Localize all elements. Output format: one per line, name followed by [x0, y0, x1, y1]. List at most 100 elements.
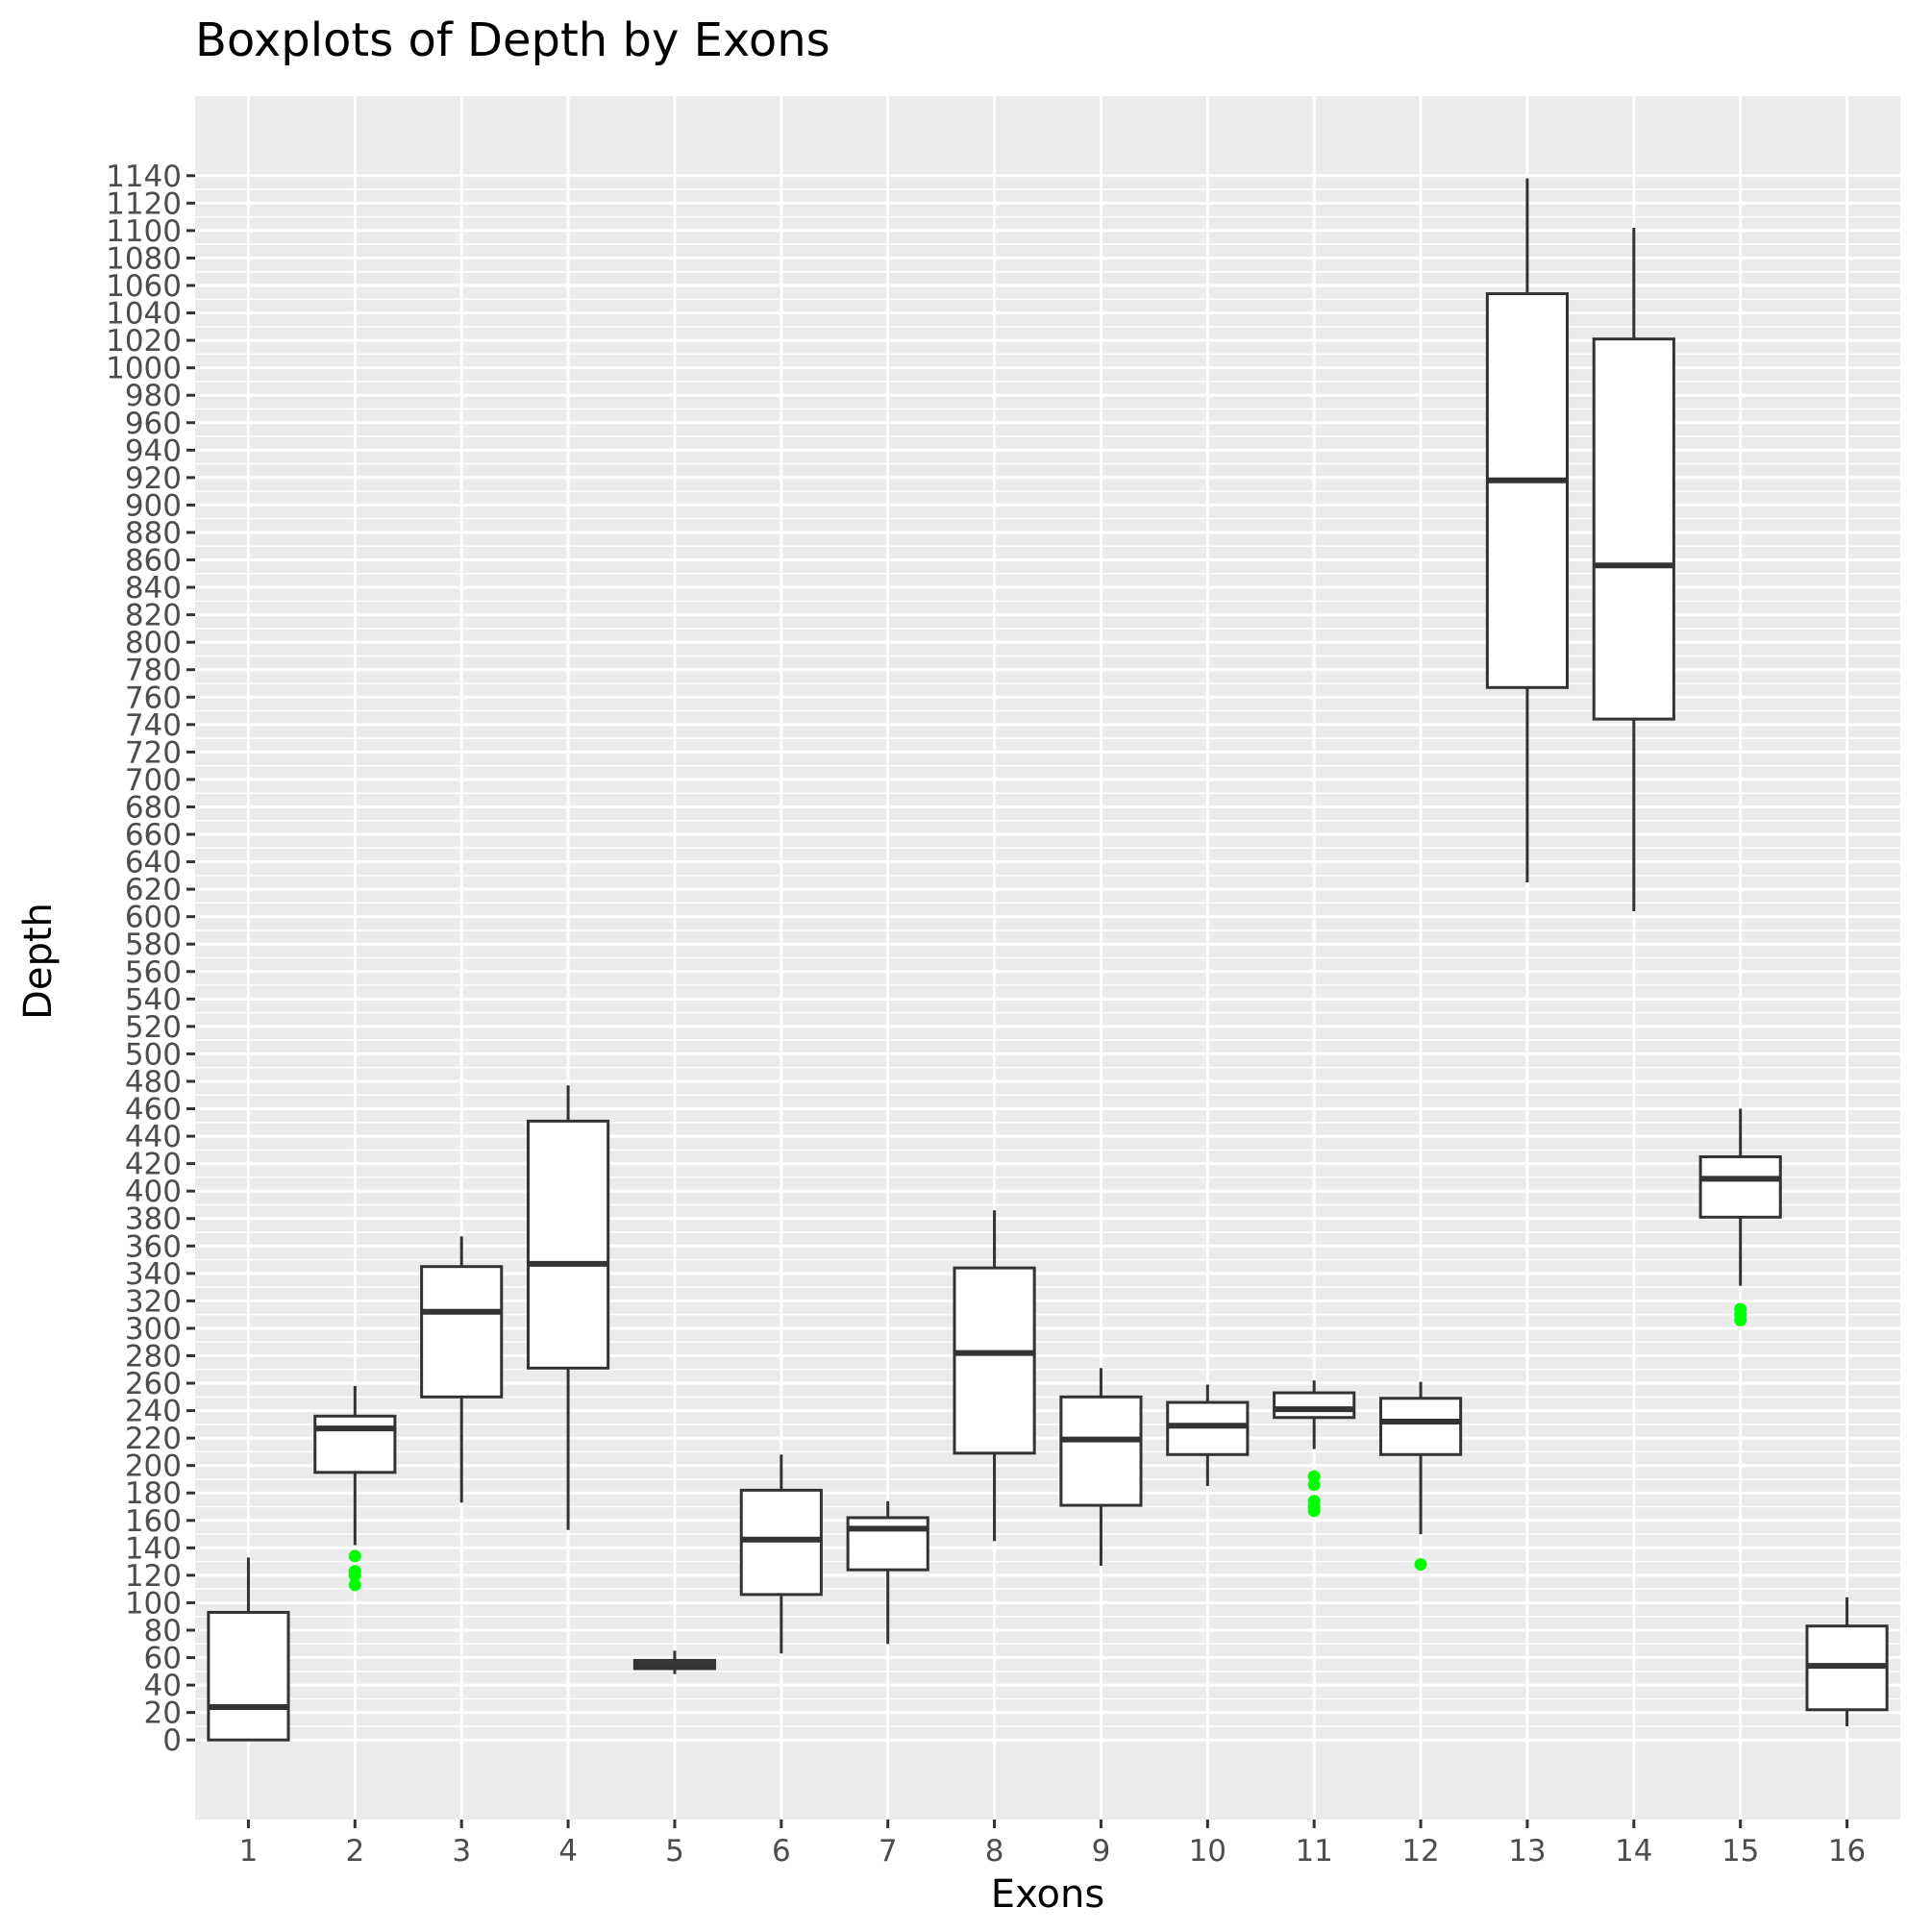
box-exon-10 [1166, 1384, 1250, 1487]
major-gridlines [195, 96, 1900, 1820]
box-exon-7 [846, 1500, 929, 1645]
box-iqr [1592, 337, 1675, 721]
y-tick-label: 640 [125, 846, 182, 880]
box-iqr [420, 1265, 504, 1399]
x-tick-label: 9 [1092, 1834, 1111, 1869]
x-tick-label: 6 [772, 1834, 791, 1869]
x-tick-label: 12 [1401, 1834, 1439, 1869]
y-axis: 0204060801001201401601802002202402602803… [106, 160, 195, 1758]
x-tick-label: 10 [1189, 1834, 1226, 1869]
box-iqr [313, 1414, 397, 1474]
x-tick-label: 11 [1295, 1834, 1332, 1869]
box-exon-5 [632, 1650, 717, 1674]
y-tick-label: 300 [125, 1312, 182, 1347]
y-tick-label: 440 [125, 1120, 182, 1154]
x-tick-label: 7 [879, 1834, 898, 1869]
y-tick-label: 1100 [106, 214, 182, 249]
outlier-point [1307, 1478, 1321, 1492]
y-tick-label: 1020 [106, 324, 182, 359]
y-tick-label: 880 [125, 516, 182, 551]
outlier-point [348, 1549, 361, 1563]
box-exon-12 [1378, 1381, 1463, 1571]
y-tick-label: 260 [125, 1367, 182, 1401]
y-tick-label: 720 [125, 735, 182, 770]
y-tick-label: 560 [125, 955, 182, 990]
y-axis-label: Depth [16, 903, 61, 1020]
x-tick-label: 16 [1828, 1834, 1866, 1869]
box-iqr [1698, 1154, 1782, 1219]
y-tick-label: 220 [125, 1422, 182, 1456]
y-tick-label: 480 [125, 1065, 182, 1100]
box-exon-3 [420, 1236, 504, 1503]
y-tick-label: 1080 [106, 241, 182, 276]
y-tick-label: 900 [125, 488, 182, 523]
y-tick-label: 780 [125, 654, 182, 688]
y-tick-label: 320 [125, 1284, 182, 1319]
y-tick-label: 540 [125, 982, 182, 1017]
y-tick-label: 840 [125, 571, 182, 606]
y-tick-label: 40 [144, 1669, 182, 1703]
x-tick-label: 14 [1615, 1834, 1652, 1869]
y-tick-label: 680 [125, 790, 182, 825]
y-tick-label: 400 [125, 1175, 182, 1209]
y-tick-label: 980 [125, 379, 182, 413]
x-tick-label: 2 [345, 1834, 364, 1869]
outlier-point [1307, 1504, 1321, 1518]
y-tick-label: 1060 [106, 269, 182, 304]
box-exon-11 [1273, 1380, 1356, 1518]
box-iqr [1485, 292, 1570, 689]
y-tick-label: 760 [125, 681, 182, 715]
box-iqr [526, 1119, 610, 1370]
x-tick-label: 15 [1721, 1834, 1759, 1869]
x-axis: 1 2 3 4 5 6 7 8 9 10 11 12 13 14 15 16 [239, 1820, 1866, 1869]
y-tick-label: 120 [125, 1559, 182, 1594]
y-tick-label: 380 [125, 1202, 182, 1237]
box-exon-9 [1059, 1368, 1143, 1566]
box-exon-2 [313, 1385, 397, 1592]
y-tick-label: 0 [162, 1723, 182, 1758]
box-exon-13 [1485, 178, 1570, 882]
y-tick-label: 700 [125, 763, 182, 798]
y-tick-label: 20 [144, 1697, 182, 1731]
y-tick-label: 100 [125, 1586, 182, 1621]
y-tick-label: 420 [125, 1148, 182, 1182]
box-exon-15 [1698, 1108, 1782, 1326]
y-tick-label: 520 [125, 1010, 182, 1045]
box-exon-6 [739, 1454, 823, 1654]
box-iqr [1059, 1395, 1143, 1507]
y-tick-label: 1120 [106, 186, 182, 221]
y-tick-label: 800 [125, 626, 182, 660]
boxes-layer [207, 178, 1889, 1742]
y-tick-label: 580 [125, 928, 182, 962]
x-tick-label: 5 [665, 1834, 684, 1869]
y-tick-label: 140 [125, 1531, 182, 1566]
x-axis-label: Exons [990, 1872, 1105, 1917]
outlier-point [1414, 1557, 1427, 1571]
y-tick-label: 600 [125, 901, 182, 935]
box-iqr [1378, 1397, 1463, 1456]
y-tick-label: 1140 [106, 160, 182, 194]
box-iqr [953, 1266, 1036, 1455]
y-tick-label: 80 [144, 1614, 182, 1648]
box-exon-14 [1592, 228, 1675, 911]
y-tick-label: 660 [125, 818, 182, 853]
box-iqr [207, 1610, 290, 1742]
box-exon-16 [1805, 1597, 1889, 1726]
x-tick-label: 13 [1508, 1834, 1546, 1869]
y-tick-label: 740 [125, 708, 182, 743]
y-tick-label: 360 [125, 1229, 182, 1264]
x-tick-label: 1 [239, 1834, 259, 1869]
box-iqr [846, 1516, 929, 1572]
y-tick-label: 160 [125, 1504, 182, 1539]
y-tick-label: 620 [125, 873, 182, 907]
box-exon-1 [207, 1557, 290, 1742]
outlier-point [348, 1578, 361, 1592]
y-tick-label: 940 [125, 433, 182, 468]
y-tick-label: 60 [144, 1642, 182, 1676]
y-tick-label: 200 [125, 1449, 182, 1484]
y-tick-label: 820 [125, 599, 182, 633]
x-tick-label: 3 [452, 1834, 471, 1869]
y-tick-label: 500 [125, 1037, 182, 1072]
y-tick-label: 860 [125, 544, 182, 579]
